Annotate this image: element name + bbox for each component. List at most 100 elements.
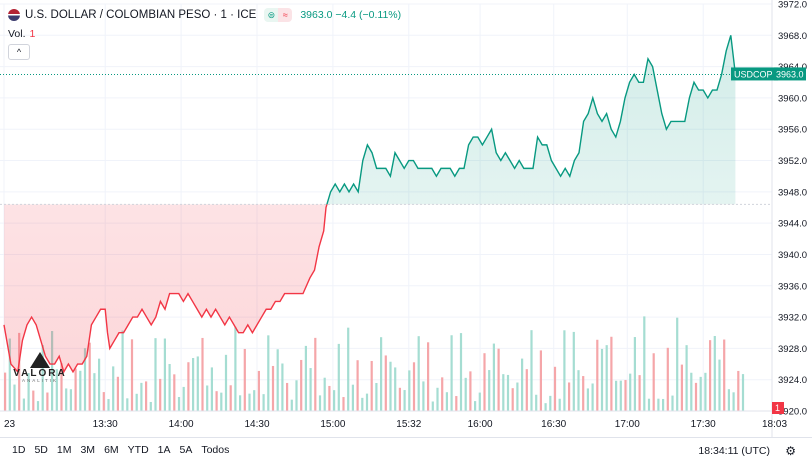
volume-bar [408, 370, 411, 411]
price-line-up [326, 35, 737, 205]
volume-bar [709, 340, 712, 411]
volume-bar [4, 372, 7, 411]
area-above-baseline [4, 35, 736, 205]
volume-value: 1 [29, 28, 36, 40]
volume-bar [361, 397, 364, 411]
range-todos[interactable]: Todos [201, 444, 230, 456]
symbol-title[interactable]: U.S. DOLLAR / COLOMBIAN PESO · 1 · ICE [25, 9, 257, 21]
volume-bar [713, 335, 716, 411]
range-6m[interactable]: 6M [104, 444, 119, 456]
volume-bar [488, 370, 491, 411]
volume-bar [600, 348, 604, 411]
volume-bar [300, 359, 303, 411]
volume-bar [427, 342, 430, 411]
volume-bar [126, 398, 129, 411]
y-tick-label: 3940.0 [778, 250, 807, 261]
volume-bar [389, 361, 392, 411]
range-5a[interactable]: 5A [179, 444, 193, 456]
volume-bar [36, 401, 40, 411]
volume-bar [723, 339, 726, 411]
volume-bar [398, 387, 401, 411]
volume-bar [474, 401, 477, 411]
volume-bar [619, 380, 622, 411]
volume-bar [323, 377, 326, 411]
volume-bar [149, 401, 152, 411]
volume-bar [394, 367, 397, 411]
clock[interactable]: 18:34:11 (UTC) [698, 445, 770, 457]
logo-sub: ANALITIK [21, 378, 58, 383]
legend-toggle[interactable]: ⊜ ≈ [264, 8, 293, 22]
volume-bar [441, 377, 444, 411]
volume-bar [591, 383, 594, 411]
volume-bar [98, 358, 101, 411]
y-tick-label: 3936.0 [778, 281, 807, 292]
volume-bar [88, 342, 91, 411]
range-1m[interactable]: 1M [56, 444, 72, 456]
volume-bar [521, 358, 524, 411]
eye-icon[interactable]: ⊜ [264, 8, 279, 22]
volume-bar [248, 393, 251, 411]
volume-bar [342, 397, 345, 411]
volume-bar [459, 333, 463, 411]
volume-bar [502, 374, 505, 411]
volume-bar [290, 399, 293, 411]
range-1a[interactable]: 1A [157, 444, 171, 456]
volume-bar [210, 367, 213, 411]
x-tick-label: 16:00 [468, 419, 493, 430]
logo-name: VALORA [13, 368, 67, 379]
volume-bar [93, 373, 96, 411]
volume-bar [22, 398, 25, 411]
volume-bar [281, 363, 284, 411]
volume-bar [206, 385, 209, 411]
volume-bar [215, 391, 218, 411]
volume-bar [478, 392, 481, 411]
volume-bar [286, 382, 289, 411]
range-5d[interactable]: 5D [34, 444, 48, 456]
compare-icon[interactable]: ≈ [278, 8, 293, 22]
volume-bar [549, 395, 552, 411]
volume-bar [638, 375, 641, 411]
volume-bar [586, 388, 589, 411]
bottom-toolbar: 1D 5D 1M 3M 6M YTD 1A 5A Todos 18:34:11 (UTC) ⚙ [0, 437, 812, 466]
volume-bar [516, 382, 519, 411]
volume-bar [337, 343, 340, 411]
volume-bar [431, 401, 434, 411]
range-ytd[interactable]: YTD [127, 444, 149, 456]
volume-bar [563, 330, 566, 411]
volume-bar [511, 388, 514, 411]
collapse-legend-button[interactable]: ^ [8, 44, 30, 60]
volume-bar [27, 373, 30, 411]
time-range-selector: 1D 5D 1M 3M 6M YTD 1A 5A Todos [12, 444, 229, 456]
range-3m[interactable]: 3M [80, 444, 96, 456]
range-1d[interactable]: 1D [12, 444, 26, 456]
gear-icon[interactable]: ⚙ [785, 444, 796, 458]
symbol-tag-label: USDCOP [734, 69, 773, 79]
volume-bar [652, 353, 655, 411]
volume-bar [192, 358, 195, 411]
volume-bar [741, 374, 745, 411]
volume-bar [412, 362, 416, 411]
price-change: 3963.0 −4.4 (−0.11%) [300, 9, 402, 21]
x-tick-label: 16:30 [541, 419, 566, 430]
volume-bar [356, 360, 359, 411]
volume-bar [469, 371, 472, 411]
volume-bar [333, 390, 336, 411]
volume-bar [229, 385, 232, 411]
volume-bar [685, 345, 688, 411]
volume-bar [116, 376, 119, 411]
volume-bar [582, 376, 585, 411]
volume-bar [130, 339, 134, 411]
volume-bar [145, 381, 148, 411]
valora-logo: VALORA ANALITIK [10, 352, 70, 392]
volume-bar [65, 388, 68, 411]
volume-bar [610, 336, 613, 411]
price-tag-label: 3963.0 [776, 69, 804, 79]
x-tick-label: 15:32 [396, 419, 421, 430]
volume-bar [276, 349, 279, 411]
volume-bar [107, 399, 110, 411]
volume-bar [140, 382, 143, 411]
volume-bar [666, 347, 669, 411]
volume-bar [384, 355, 387, 411]
volume-bar [173, 374, 176, 411]
